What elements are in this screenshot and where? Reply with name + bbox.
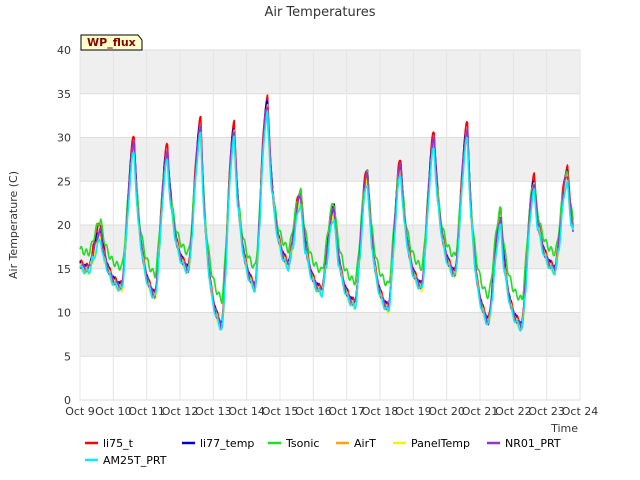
- legend: li75_t li77_temp Tsonic AirT PanelTemp NR01_P…: [85, 437, 561, 467]
- x-tick-label: Oct 19: [395, 405, 432, 418]
- x-tick-label: Oct 14: [228, 405, 265, 418]
- legend-label: AirT: [354, 437, 376, 450]
- y-axis-ticks: 0 5 10 15 20 25 30 35 40: [57, 44, 71, 407]
- y-tick-label: 5: [64, 350, 71, 363]
- plot-band: [80, 137, 580, 182]
- y-tick-label: 30: [57, 132, 71, 145]
- x-tick-label: Oct 20: [428, 405, 465, 418]
- x-tick-label: Oct 16: [295, 405, 332, 418]
- x-tick-label: Oct 12: [162, 405, 199, 418]
- y-tick-label: 15: [57, 263, 71, 276]
- y-tick-label: 35: [57, 88, 71, 101]
- wp-flux-tag: WP_flux: [80, 34, 143, 51]
- y-tick-label: 40: [57, 44, 71, 57]
- grid-lines: [79, 49, 581, 401]
- series-lines: [79, 94, 574, 332]
- chart-title: Air Temperatures: [264, 5, 375, 20]
- y-tick-label: 10: [57, 307, 71, 320]
- y-axis-label: Air Temperature (C): [7, 171, 20, 279]
- x-tick-label: Oct 13: [195, 405, 232, 418]
- x-tick-label: Oct 23: [528, 405, 565, 418]
- x-tick-label: Oct 18: [362, 405, 399, 418]
- x-tick-label: Oct 24: [562, 405, 599, 418]
- legend-label: Tsonic: [285, 437, 319, 450]
- x-axis-label: Time: [550, 422, 578, 435]
- legend-label: PanelTemp: [411, 437, 470, 450]
- plot-band: [80, 312, 580, 357]
- y-tick-label: 20: [57, 219, 71, 232]
- wp-flux-label: WP_flux: [87, 36, 136, 49]
- x-tick-label: Oct 9: [65, 405, 95, 418]
- x-tick-label: Oct 21: [462, 405, 499, 418]
- x-tick-label: Oct 10: [95, 405, 132, 418]
- series-line-am25t-prt: [79, 110, 574, 332]
- legend-label: NR01_PRT: [505, 437, 561, 450]
- x-tick-label: Oct 17: [328, 405, 365, 418]
- legend-label: li75_t: [103, 437, 134, 450]
- legend-label: li77_temp: [200, 437, 254, 450]
- x-tick-label: Oct 15: [262, 405, 299, 418]
- series-line-nr01-prt: [79, 106, 574, 330]
- plot-band: [80, 50, 580, 94]
- x-tick-label: Oct 22: [495, 405, 532, 418]
- y-tick-label: 0: [64, 394, 71, 407]
- y-tick-label: 25: [57, 175, 71, 188]
- x-tick-label: Oct 11: [128, 405, 165, 418]
- legend-label: AM25T_PRT: [103, 454, 167, 467]
